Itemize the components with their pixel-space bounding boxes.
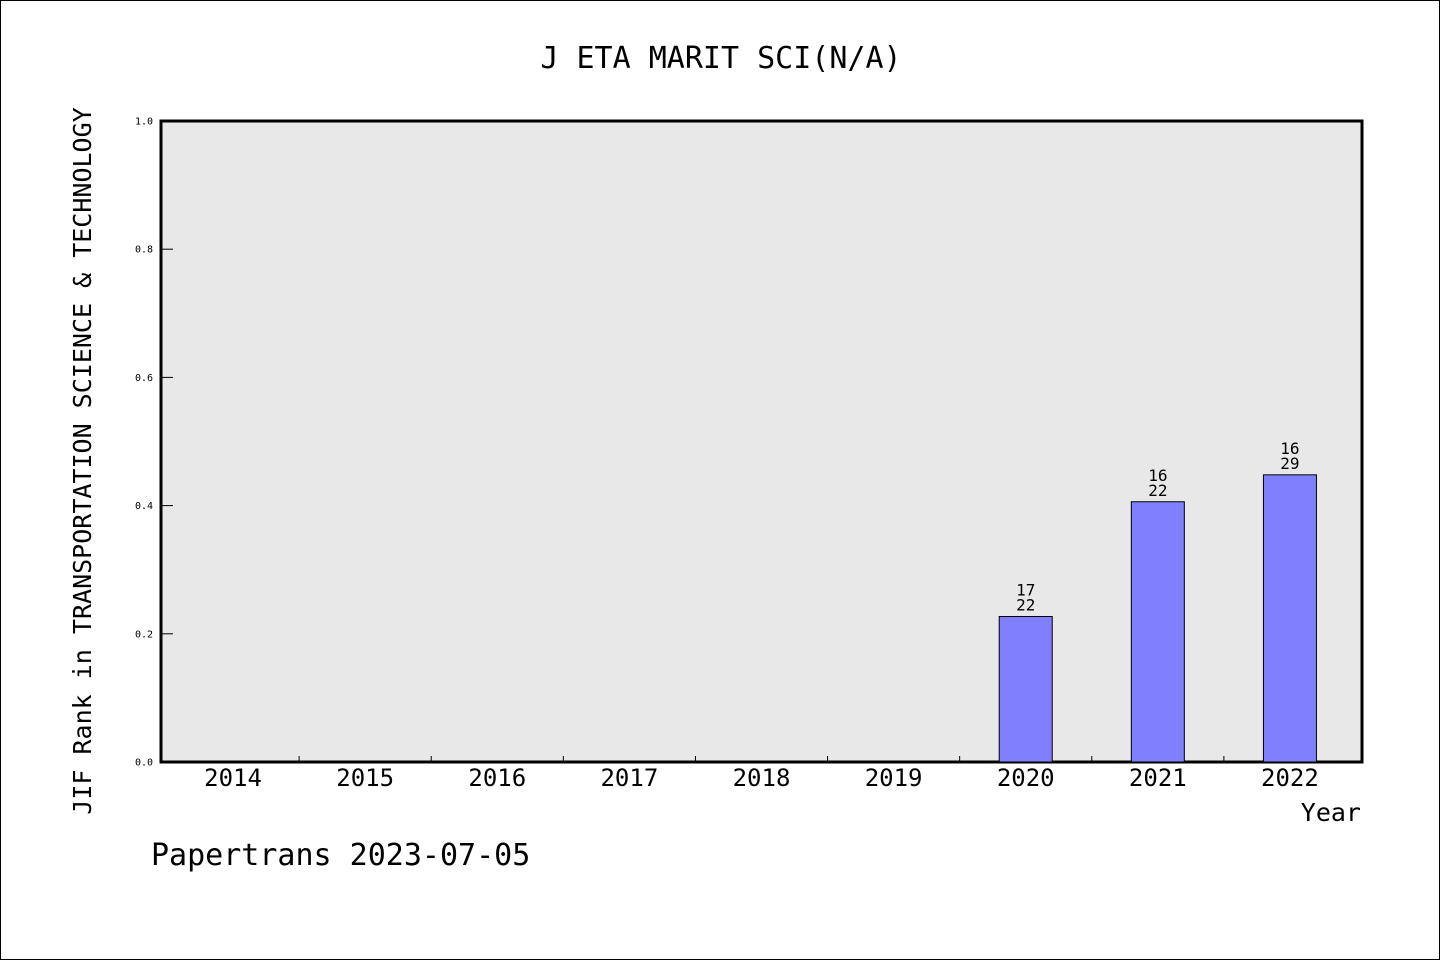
y-tick-label: 0.2 [135,629,153,640]
y-tick-label: 0.6 [135,373,153,384]
x-tick-label: 2018 [733,764,791,792]
x-tick-label: 2015 [336,764,394,792]
y-axis-ticks: 0.0 0.2 0.4 0.6 0.8 1.0 [135,117,173,769]
bar-label-top: 17 [1016,580,1035,599]
x-tick-label: 2017 [600,764,658,792]
x-tick-label: 2021 [1129,764,1187,792]
x-tick-label: 2020 [997,764,1055,792]
bar-label-bottom: 29 [1280,454,1299,473]
chart-title: J ETA MARIT SCI(N/A) [540,41,901,76]
y-tick-label: 0.4 [135,501,153,512]
y-axis-label: JIF Rank in TRANSPORTATION SCIENCE & TEC… [68,107,97,814]
x-tick-label: 2022 [1261,764,1319,792]
bar-label-top: 16 [1280,439,1299,458]
bar-label-bottom: 22 [1016,595,1035,614]
bar-label-top: 16 [1148,466,1167,485]
y-tick-label: 0.0 [135,758,153,769]
x-axis-label: Year [1301,798,1361,827]
bars [998,474,1317,763]
bar-2022 [1262,474,1317,763]
footer-watermark: Papertrans 2023-07-05 [151,838,530,873]
bar-label-bottom: 22 [1148,481,1167,500]
bar-2020 [998,615,1053,763]
x-tick-label: 2019 [865,764,923,792]
y-tick-label: 1.0 [135,117,153,128]
bar-2021 [1130,501,1185,763]
x-tick-label: 2014 [204,764,262,792]
x-tick-label: 2016 [468,764,526,792]
y-tick-label: 0.8 [135,245,153,256]
x-axis-ticks: 2014 2015 2016 2017 2018 2019 2020 2021 2022 [204,756,1319,792]
